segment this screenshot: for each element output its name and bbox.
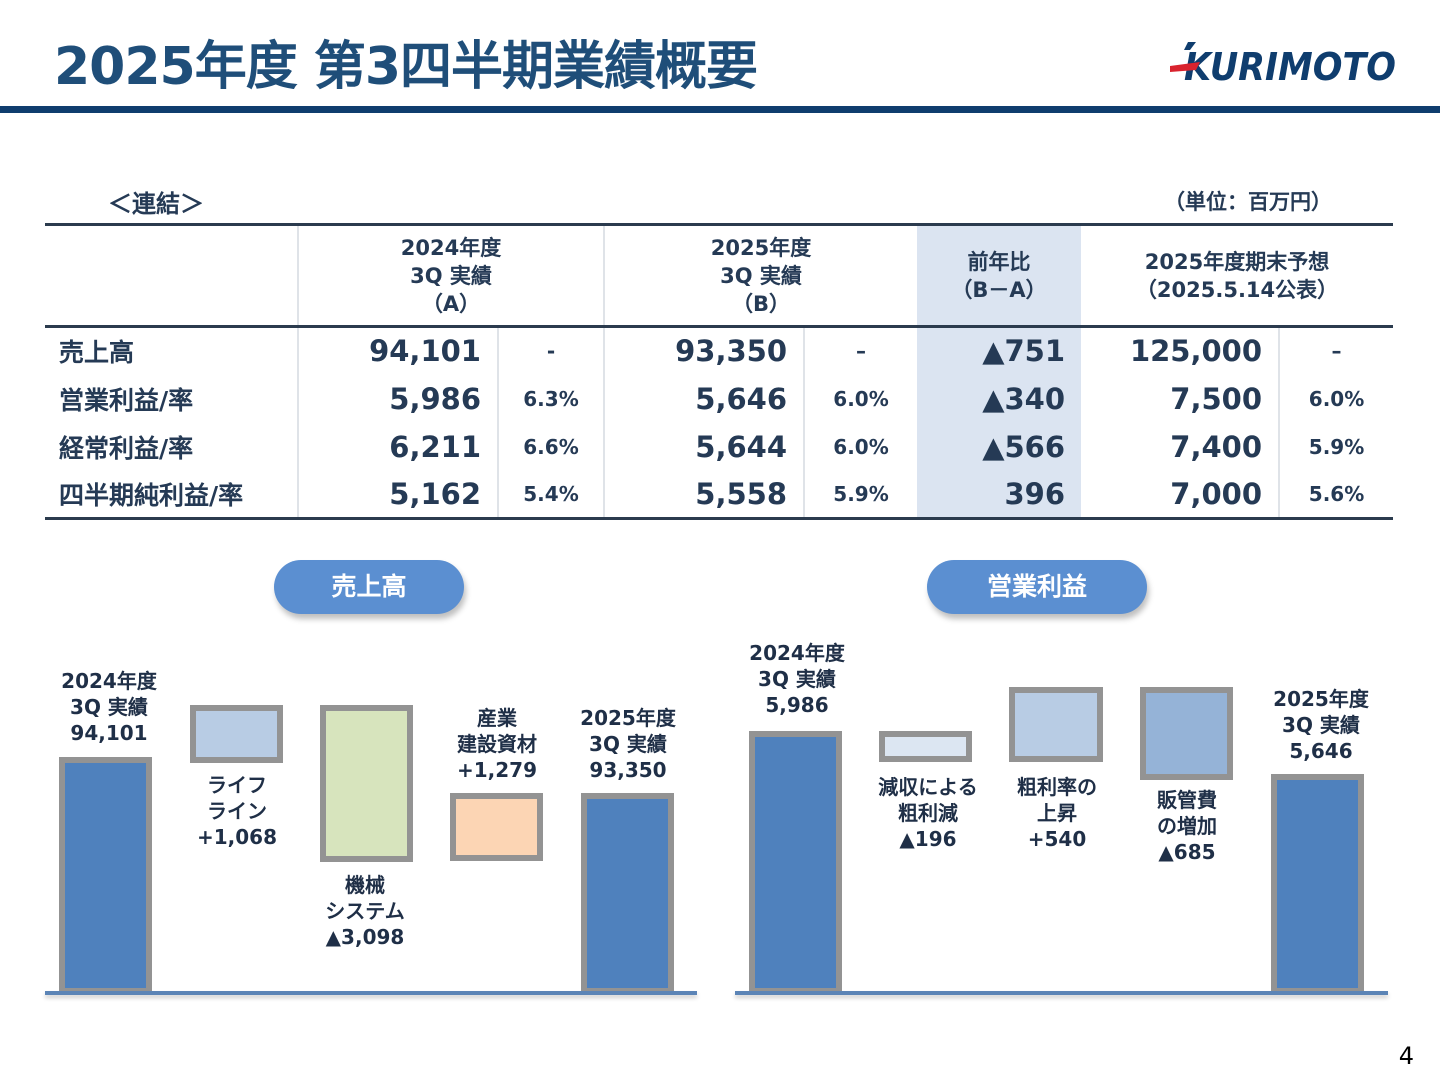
profit-bar-gross-decline [879,731,972,762]
pct-2025: 6.0% [803,422,918,471]
table-row: 四半期純利益/率 5,162 5.4% 5,558 5.9% 396 7,000… [45,470,1394,520]
profit-label-margin-rise: 粗利率の 上昇 +540 [1017,775,1097,851]
row-label: 営業利益/率 [59,385,194,415]
header-divider [0,106,1440,113]
sales-chart-title: 売上高 [274,560,464,614]
profit-bar-2024 [749,731,842,994]
row-label: 売上高 [59,338,135,368]
value-2024: 94,101 [297,326,498,375]
value-yoy: ▲751 [917,326,1082,375]
table-row: 営業利益/率 5,986 6.3% 5,646 6.0% ▲340 7,500 … [45,374,1394,423]
svg-text:KURIMOTO: KURIMOTO [1184,45,1396,88]
kurimoto-logo: KURIMOTO [1170,42,1396,88]
pct-forecast: 5.6% [1278,470,1394,520]
pct-forecast: 5.9% [1278,422,1394,471]
pct-forecast: 6.0% [1278,374,1394,423]
row-label: 経常利益/率 [59,433,194,463]
sales-bar-industrial [450,793,543,861]
profit-bar-margin-rise [1009,687,1103,762]
value-yoy: ▲340 [917,374,1082,423]
value-forecast: 125,000 [1129,334,1263,369]
table-header-row: 2024年度 3Q 実績 （A） 2025年度 3Q 実績 （B） 前年比 （B… [45,223,1394,328]
pct-2025: 5.9% [803,470,918,520]
pct-2024: 6.3% [496,374,605,423]
sales-bar-machinery [320,705,413,862]
value-2024: 6,211 [297,422,498,471]
pct-forecast: – [1278,326,1394,375]
results-table: 2024年度 3Q 実績 （A） 2025年度 3Q 実績 （B） 前年比 （B… [45,223,1394,520]
profit-bar-sga-increase [1140,687,1233,780]
sales-baseline [45,991,697,995]
pct-2025: – [803,326,918,375]
profit-baseline [735,991,1388,995]
value-2025: 93,350 [603,326,805,375]
header-blank [45,223,298,328]
value-forecast: 7,400 [1170,429,1263,464]
pct-2025: 6.0% [803,374,918,423]
profit-label-gross-decline: 減収による 粗利減 ▲196 [878,775,978,851]
sales-bar-lifeline [190,705,283,763]
value-2025: 5,644 [603,422,805,471]
section-label: ＜連結＞ [108,190,204,218]
row-label: 四半期純利益/率 [45,470,298,520]
value-2024: 5,162 [297,470,498,520]
value-yoy: ▲566 [917,422,1082,471]
value-2024: 5,986 [297,374,498,423]
value-forecast: 7,500 [1170,381,1263,416]
header-forecast: 2025年度期末予想 （2025.5.14公表） [1081,223,1394,328]
page-title: 2025年度 第3四半期業績概要 [54,37,758,97]
sales-bar-2025 [581,793,674,994]
sales-label-machinery: 機械 システム ▲3,098 [325,873,405,949]
sales-label-2024: 2024年度 3Q 実績 94,101 [61,669,157,745]
header-2024-3q: 2024年度 3Q 実績 （A） [296,223,605,328]
pct-2024: 6.6% [496,422,605,471]
header-yoy: 前年比 （B－A） [917,223,1082,328]
profit-label-2024: 2024年度 3Q 実績 5,986 [749,641,845,717]
header-2025-3q: 2025年度 3Q 実績 （B） [603,223,918,328]
value-2025: 5,646 [603,374,805,423]
pct-2024: - [496,326,605,375]
profit-label-sga-increase: 販管費 の増加 ▲685 [1157,788,1217,864]
profit-bar-2025 [1271,774,1364,994]
profit-chart-title: 営業利益 [927,560,1147,614]
value-2025: 5,558 [603,470,805,520]
value-forecast: 7,000 [1081,470,1280,520]
sales-bar-2024 [59,757,152,994]
sales-label-lifeline: ライフ ライン +1,068 [196,773,278,849]
profit-label-2025: 2025年度 3Q 実績 5,646 [1273,687,1369,763]
table-row: 売上高 94,101 - 93,350 – ▲751 125,000 – [45,326,1394,375]
unit-label: （単位：百万円） [1164,190,1332,214]
sales-label-industrial: 産業 建設資材 +1,279 [456,706,538,782]
value-yoy: 396 [917,470,1082,520]
sales-label-2025: 2025年度 3Q 実績 93,350 [580,706,676,782]
pct-2024: 5.4% [496,470,605,520]
table-row: 経常利益/率 6,211 6.6% 5,644 6.0% ▲566 7,400 … [45,422,1394,471]
page-number: 4 [1398,1042,1414,1070]
